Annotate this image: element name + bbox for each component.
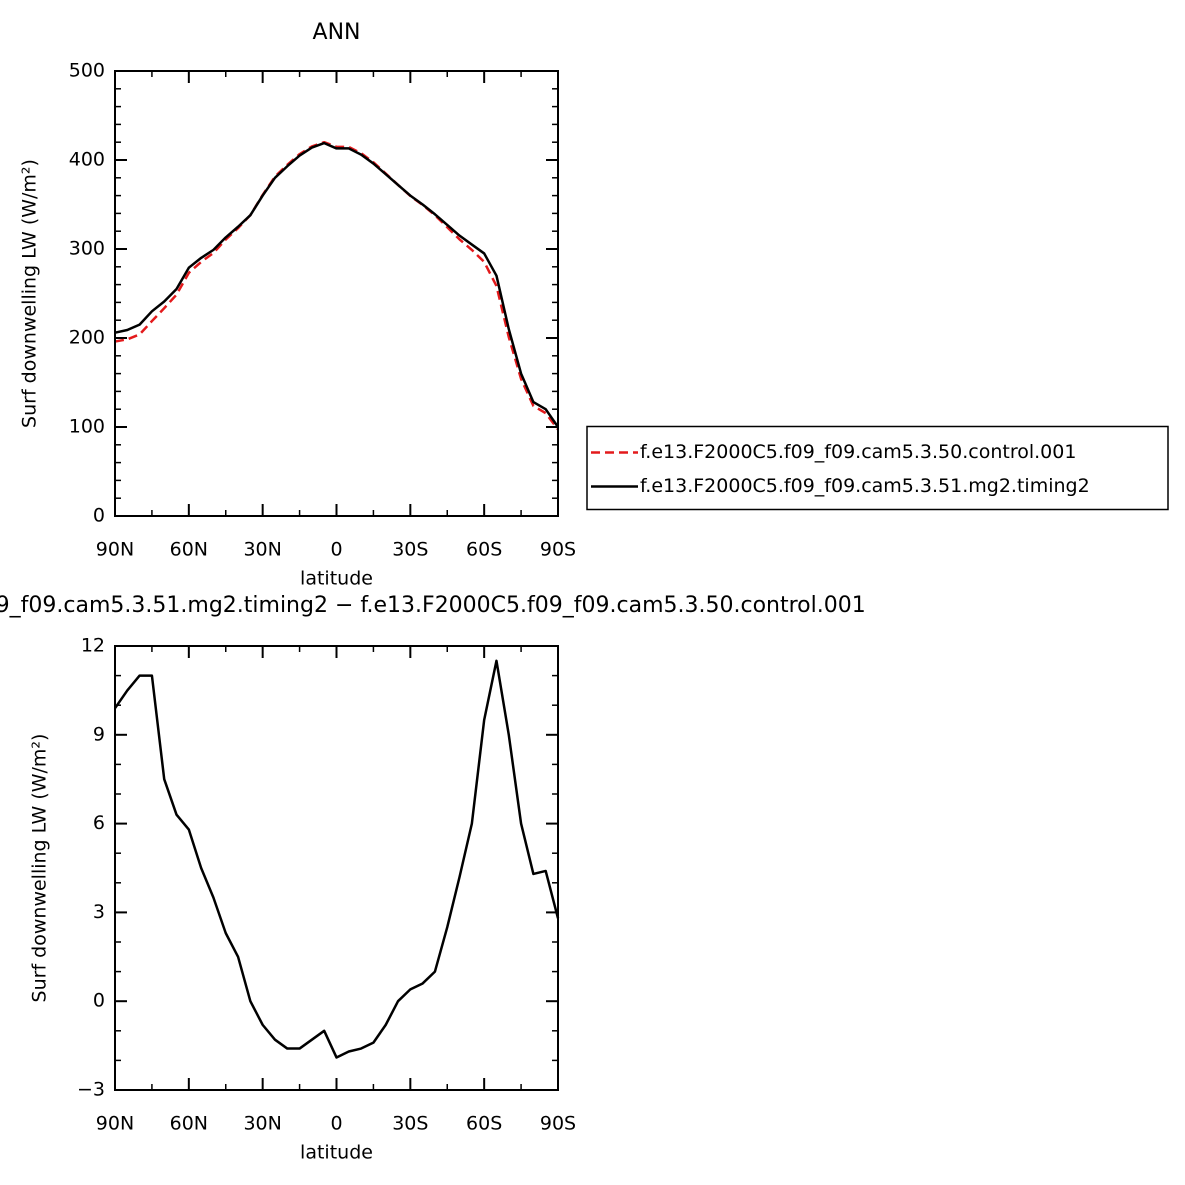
legend-label: f.e13.F2000C5.f09_f09.cam5.3.51.mg2.timi… — [640, 475, 1090, 497]
y-tick-label: 300 — [69, 238, 105, 260]
x-tick-label: 60S — [466, 539, 502, 561]
y-axis-label: Surf downwelling LW (W/m²) — [19, 159, 41, 428]
legend-label: f.e13.F2000C5.f09_f09.cam5.3.50.control.… — [640, 441, 1076, 463]
x-tick-label: 60N — [170, 539, 208, 561]
x-tick-label: 60N — [170, 1113, 208, 1135]
y-tick-label: 0 — [93, 505, 105, 527]
y-axis-label: Surf downwelling LW (W/m²) — [29, 734, 51, 1003]
y-tick-label: −3 — [77, 1079, 105, 1101]
x-tick-label: 30S — [392, 1113, 428, 1135]
data-line — [114, 140, 559, 431]
y-tick-label: 200 — [69, 327, 105, 349]
data-line — [113, 659, 560, 1059]
y-tick-label: 500 — [69, 60, 105, 82]
y-tick-label: 0 — [93, 990, 105, 1012]
x-tick-label: 30N — [243, 539, 281, 561]
data-line — [114, 141, 560, 428]
x-tick-label: 90S — [540, 539, 576, 561]
x-tick-label: 0 — [330, 539, 342, 561]
plot-frame — [114, 645, 559, 1091]
x-tick-label: 90N — [96, 539, 134, 561]
x-tick-label: 60S — [466, 1113, 502, 1135]
chart-title: f.e13.F2000C5.f09_f09.cam5.3.51.mg2.timi… — [0, 593, 866, 618]
x-tick-label: 90S — [540, 1113, 576, 1135]
x-tick-label: 30S — [392, 539, 428, 561]
y-tick-label: 9 — [93, 723, 105, 745]
plot-frame — [114, 70, 559, 517]
y-tick-label: 100 — [69, 416, 105, 438]
x-tick-label: 90N — [96, 1113, 134, 1135]
x-axis-label: latitude — [300, 568, 373, 590]
y-tick-label: 12 — [81, 635, 105, 657]
chart-title: ANN — [313, 20, 361, 45]
y-tick-label: 3 — [93, 901, 105, 923]
y-tick-label: 6 — [93, 812, 105, 834]
x-tick-label: 30N — [243, 1113, 281, 1135]
x-tick-label: 0 — [330, 1113, 342, 1135]
x-axis-label: latitude — [300, 1142, 373, 1164]
y-tick-label: 400 — [69, 149, 105, 171]
legend-box — [586, 425, 1169, 511]
